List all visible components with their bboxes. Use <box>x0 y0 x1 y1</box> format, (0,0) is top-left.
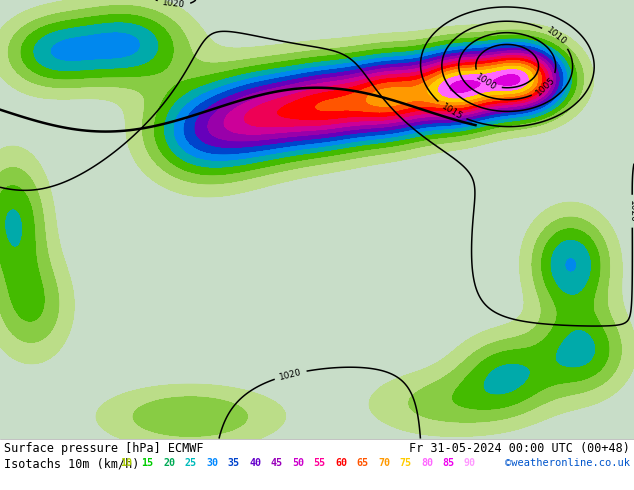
Text: 25: 25 <box>184 458 197 468</box>
Text: 75: 75 <box>399 458 411 468</box>
Text: 1020: 1020 <box>162 0 186 9</box>
Text: 10: 10 <box>120 458 132 468</box>
Text: 45: 45 <box>271 458 283 468</box>
Text: 80: 80 <box>421 458 433 468</box>
Text: 1005: 1005 <box>534 75 557 98</box>
Text: 55: 55 <box>313 458 325 468</box>
Text: 1020: 1020 <box>628 200 634 222</box>
Text: 1000: 1000 <box>474 72 498 92</box>
Text: Surface pressure [hPa] ECMWF: Surface pressure [hPa] ECMWF <box>4 441 204 455</box>
Text: 90: 90 <box>464 458 476 468</box>
Text: 35: 35 <box>228 458 240 468</box>
Text: 50: 50 <box>292 458 304 468</box>
Text: 30: 30 <box>206 458 218 468</box>
Text: 85: 85 <box>443 458 455 468</box>
Text: 1015: 1015 <box>439 101 464 121</box>
Text: 20: 20 <box>163 458 175 468</box>
Text: 60: 60 <box>335 458 347 468</box>
Text: Fr 31-05-2024 00:00 UTC (00+48): Fr 31-05-2024 00:00 UTC (00+48) <box>409 441 630 455</box>
Text: 70: 70 <box>378 458 390 468</box>
Text: 15: 15 <box>141 458 153 468</box>
Text: 40: 40 <box>249 458 261 468</box>
Text: ©weatheronline.co.uk: ©weatheronline.co.uk <box>505 458 630 468</box>
Text: 65: 65 <box>356 458 368 468</box>
Text: Isotachs 10m (km/h): Isotachs 10m (km/h) <box>4 458 139 471</box>
Text: 1010: 1010 <box>545 26 568 48</box>
Text: 1020: 1020 <box>278 368 302 382</box>
